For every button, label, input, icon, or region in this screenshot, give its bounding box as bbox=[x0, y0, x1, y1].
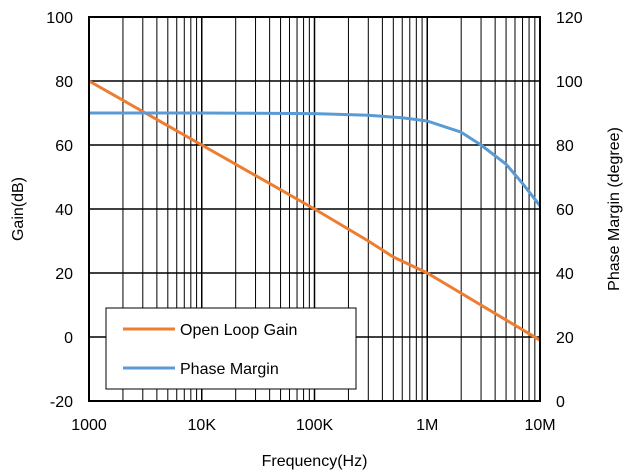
right-tick-label: 120 bbox=[556, 10, 583, 27]
legend-label-phase-margin: Phase Margin bbox=[180, 361, 279, 378]
x-tick-label: 10K bbox=[188, 417, 217, 434]
right-y-axis-label: Phase Margin (degree) bbox=[606, 127, 623, 291]
x-axis-ticks: 1000 10K 100K 1M 10M bbox=[71, 417, 555, 434]
right-tick-label: 40 bbox=[556, 266, 574, 283]
series-line-phase-margin bbox=[89, 111, 542, 207]
series-layer bbox=[88, 79, 542, 342]
left-tick-label: 40 bbox=[55, 202, 73, 219]
plot-frame bbox=[88, 16, 541, 402]
left-y-axis-label: Gain(dB) bbox=[10, 177, 27, 241]
right-tick-label: 100 bbox=[556, 74, 583, 91]
legend: Open Loop Gain Phase Margin bbox=[105, 307, 357, 390]
x-tick-label: 100K bbox=[296, 417, 334, 434]
left-tick-label: 100 bbox=[46, 10, 73, 27]
x-tick-label: 10M bbox=[524, 417, 555, 434]
left-axis-ticks: -20 0 20 40 60 80 100 bbox=[46, 10, 73, 411]
right-tick-label: 20 bbox=[556, 330, 574, 347]
right-tick-label: 60 bbox=[556, 202, 574, 219]
right-tick-label: 0 bbox=[556, 394, 565, 411]
left-tick-label: 60 bbox=[55, 138, 73, 155]
x-axis-label: Frequency(Hz) bbox=[262, 453, 368, 470]
left-tick-label: -20 bbox=[50, 394, 73, 411]
right-axis-ticks: 0 20 40 60 80 100 120 bbox=[556, 10, 583, 411]
x-tick-label: 1000 bbox=[71, 417, 107, 434]
legend-box bbox=[105, 307, 357, 390]
series-line-open-loop-gain bbox=[88, 79, 541, 342]
left-tick-label: 0 bbox=[64, 330, 73, 347]
left-tick-label: 20 bbox=[55, 266, 73, 283]
x-tick-label: 1M bbox=[416, 417, 438, 434]
legend-label-open-loop-gain: Open Loop Gain bbox=[180, 322, 297, 339]
left-tick-label: 80 bbox=[55, 74, 73, 91]
right-tick-label: 80 bbox=[556, 138, 574, 155]
